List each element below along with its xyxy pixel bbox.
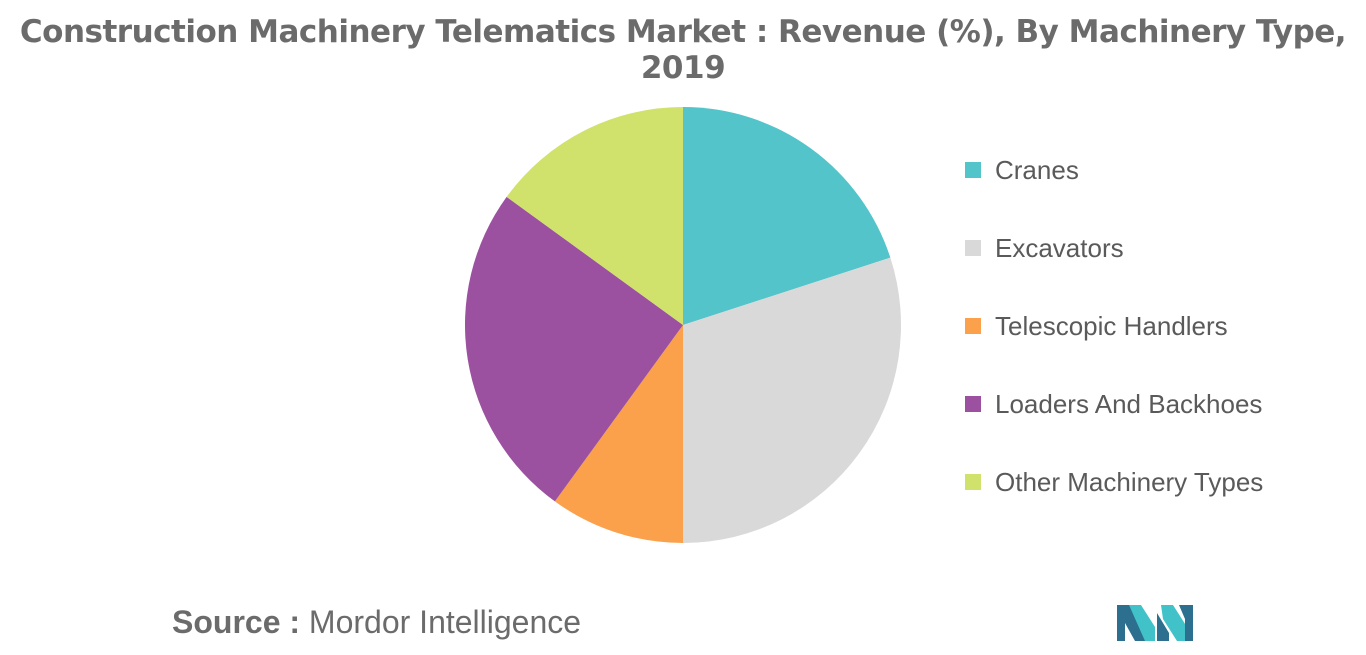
legend-item-loaders-and-backhoes: Loaders And Backhoes bbox=[965, 384, 1262, 424]
legend-swatch bbox=[965, 318, 981, 334]
legend-item-cranes: Cranes bbox=[965, 150, 1079, 190]
pie-slice-excavators bbox=[683, 257, 902, 543]
legend-item-excavators: Excavators bbox=[965, 228, 1124, 268]
chart-title: Construction Machinery Telematics Market… bbox=[19, 14, 1347, 86]
legend-label: Loaders And Backhoes bbox=[995, 388, 1263, 419]
pie-slice-other-machinery-types bbox=[506, 107, 683, 325]
legend-label: Excavators bbox=[995, 232, 1124, 263]
pie-slice-loaders-and-backhoes bbox=[464, 196, 683, 502]
legend-swatch bbox=[965, 162, 981, 178]
legend-swatch bbox=[965, 474, 981, 490]
pie-slice-cranes bbox=[683, 107, 891, 325]
source-note: Source : Mordor Intelligence bbox=[172, 604, 581, 641]
legend-label: Cranes bbox=[995, 154, 1079, 185]
legend-label: Telescopic Handlers bbox=[995, 310, 1228, 341]
legend-item-other-machinery-types: Other Machinery Types bbox=[965, 462, 1263, 502]
legend-swatch bbox=[965, 240, 981, 256]
source-label: Source : bbox=[172, 604, 301, 640]
legend-swatch bbox=[965, 396, 981, 412]
mordor-intelligence-logo-icon bbox=[1117, 605, 1193, 641]
legend-item-telescopic-handlers: Telescopic Handlers bbox=[965, 306, 1228, 346]
source-text: Mordor Intelligence bbox=[308, 604, 582, 640]
legend-label: Other Machinery Types bbox=[995, 466, 1264, 497]
pie-slice-telescopic-handlers bbox=[554, 325, 683, 543]
